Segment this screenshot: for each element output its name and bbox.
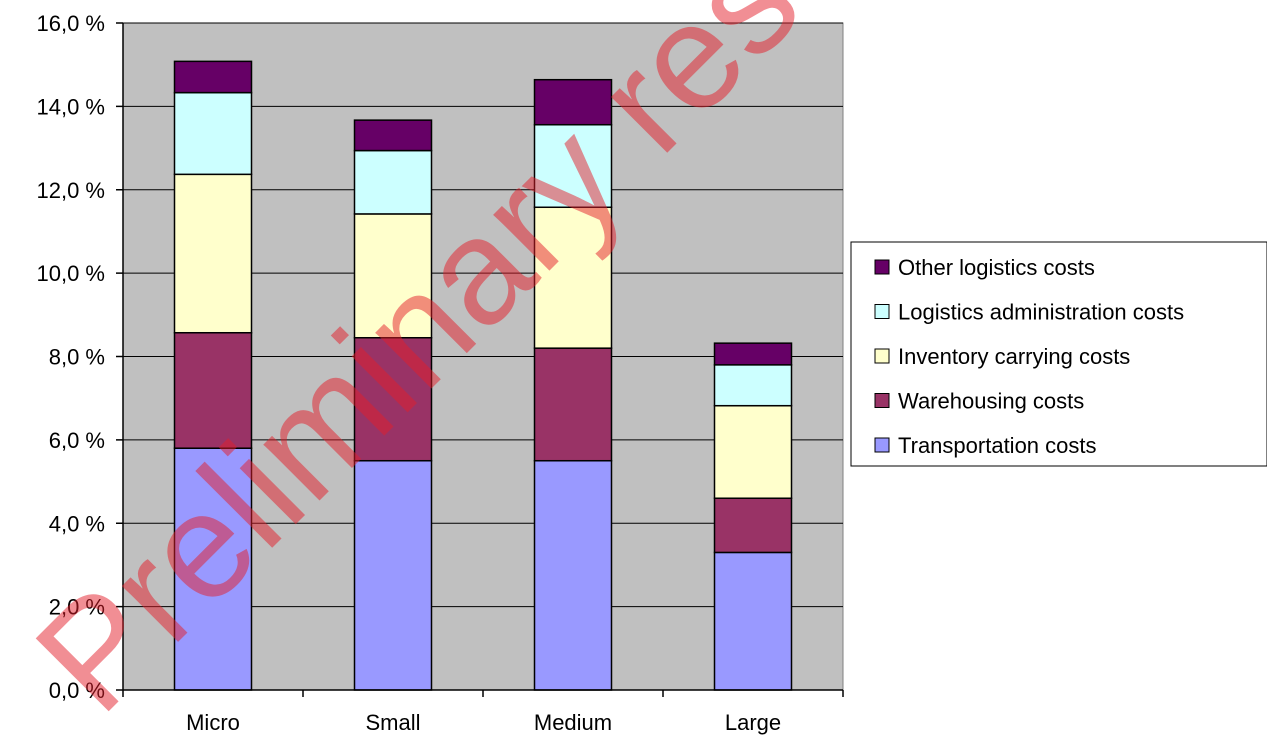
- bar-segment: [353, 149, 433, 215]
- y-tick-label: 4,0 %: [49, 511, 105, 536]
- legend-swatch: [874, 304, 890, 319]
- legend-box: [850, 241, 1267, 467]
- y-tick-label: 6,0 %: [49, 428, 105, 453]
- bar-segment: [533, 78, 613, 126]
- y-tick-label: 12,0 %: [37, 178, 106, 203]
- legend-swatch: [874, 393, 890, 408]
- x-tick-label: Small: [365, 710, 420, 735]
- y-tick-label: 10,0 %: [37, 261, 106, 286]
- tick-labels: Micro Small Medium Large 0,0 % 2,0 % 4,0 % 6,0 …: [37, 11, 782, 735]
- bar-segment: [713, 497, 793, 554]
- bar-segment: [533, 347, 613, 462]
- legend-swatch: [874, 348, 890, 364]
- y-tick-label: 16,0 %: [37, 11, 106, 36]
- x-tick-label: Medium: [534, 710, 612, 735]
- bar-segment: [353, 336, 433, 462]
- x-tick-label: Micro: [186, 710, 240, 735]
- bars: [173, 60, 793, 691]
- x-tick-label: Large: [725, 710, 781, 735]
- legend-label: Other logistics costs: [898, 255, 1095, 280]
- legend-label: Transportation costs: [898, 433, 1097, 458]
- y-tick-label: 14,0 %: [37, 94, 106, 119]
- legend-label: Logistics administration costs: [898, 300, 1184, 325]
- bar-segment: [533, 459, 613, 691]
- bar-segment: [173, 173, 253, 334]
- y-tick-label: 8,0 %: [49, 345, 105, 370]
- bar-segment: [713, 364, 793, 407]
- legend-label: Inventory carrying costs: [898, 344, 1130, 369]
- bar-segment: [713, 342, 793, 366]
- legend-swatch: [874, 259, 890, 275]
- legend: Other logistics costs Logistics administr…: [850, 241, 1267, 467]
- y-tick-label: 0,0 %: [49, 678, 105, 703]
- bar-segment: [713, 551, 793, 691]
- bar-segment: [173, 447, 253, 691]
- bar-segment: [173, 91, 253, 176]
- bar-segment: [173, 60, 253, 94]
- legend-label: Warehousing costs: [898, 389, 1084, 414]
- bar-segment: [353, 119, 433, 152]
- axes: [116, 22, 844, 697]
- bar-segment: [173, 331, 253, 449]
- bar-segment: [353, 213, 433, 339]
- y-tick-label: 2,0 %: [49, 595, 105, 620]
- legend-swatch: [874, 437, 890, 453]
- bar-segment: [713, 404, 793, 499]
